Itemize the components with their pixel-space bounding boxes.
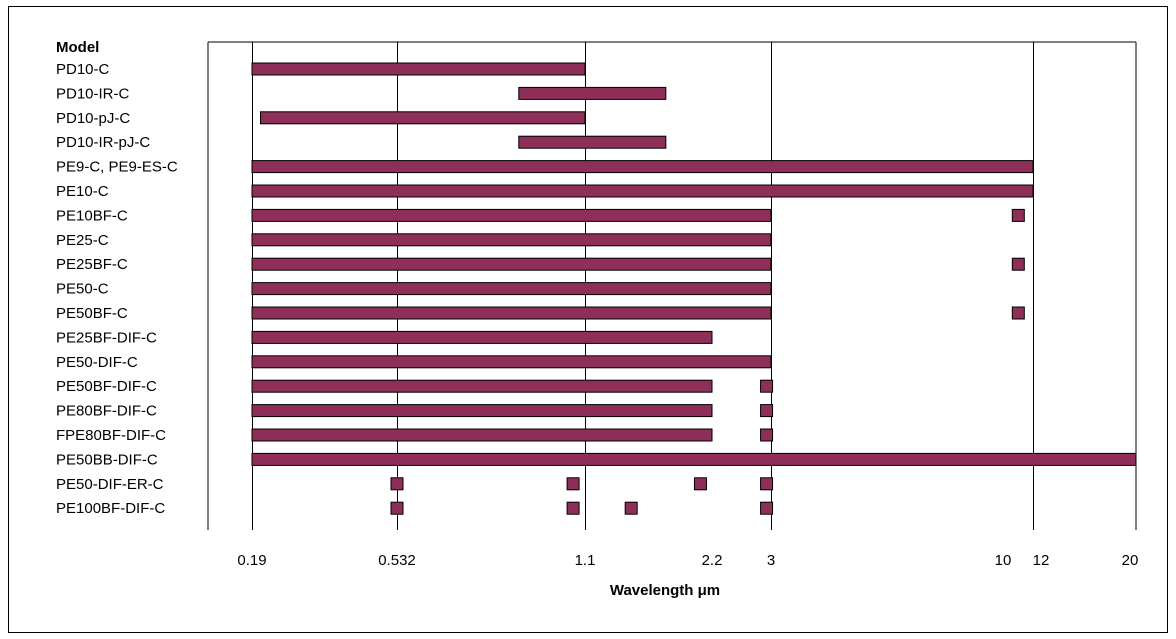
model-label: PE100BF-DIF-C: [56, 500, 165, 517]
model-label: PD10-IR-pJ-C: [56, 134, 150, 151]
model-label: PE50-DIF-C: [56, 354, 138, 371]
range-bar: [251, 257, 772, 271]
point-marker: [760, 404, 774, 418]
model-header: Model: [56, 39, 99, 56]
model-label: PE25-C: [56, 232, 109, 249]
x-tick-label: 12: [1033, 552, 1050, 569]
range-bar: [251, 184, 1034, 198]
point-marker: [566, 501, 580, 515]
x-tick-label: 20: [1122, 552, 1139, 569]
range-bar: [251, 208, 772, 222]
x-tick-label: 0.532: [378, 552, 416, 569]
range-bar: [251, 160, 1034, 174]
range-bar: [251, 452, 1137, 466]
model-label: PE50-C: [56, 281, 109, 298]
range-bar: [251, 379, 713, 393]
range-bar: [251, 233, 772, 247]
plot-area: [207, 41, 1137, 530]
x-axis-title: Wavelength μm: [610, 582, 720, 599]
range-bar: [251, 428, 713, 442]
model-labels: PD10-C PD10-IR-C PD10-pJ-C PD10-IR-pJ-C PE9-…: [56, 61, 178, 517]
range-bar: [251, 330, 713, 344]
model-label: PE25BF-C: [56, 256, 128, 273]
model-label: PE50BF-DIF-C: [56, 378, 157, 395]
model-label: PE50-DIF-ER-C: [56, 476, 164, 493]
point-marker: [693, 477, 707, 491]
range-bar: [251, 355, 772, 369]
point-marker: [760, 501, 774, 515]
point-marker: [624, 501, 638, 515]
model-label: PE9-C, PE9-ES-C: [56, 159, 178, 176]
model-label: PD10-IR-C: [56, 85, 130, 102]
x-tick-label: 10: [995, 552, 1012, 569]
range-bar: [518, 135, 667, 149]
point-marker: [390, 501, 404, 515]
point-marker: [1011, 306, 1025, 320]
model-label: PE50BF-C: [56, 305, 128, 322]
model-label: PD10-C: [56, 61, 110, 78]
x-tick-label: 1.1: [575, 552, 596, 569]
range-bar: [251, 404, 713, 418]
bars-layer: [251, 62, 1137, 515]
point-marker: [760, 428, 774, 442]
x-tick-labels: 0.19 0.532 1.1 2.2 3 10 12 20: [237, 552, 1138, 569]
model-label: PE10BF-C: [56, 207, 128, 224]
range-bar: [251, 306, 772, 320]
model-label: PD10-pJ-C: [56, 110, 130, 127]
point-marker: [1011, 257, 1025, 271]
model-label: PE10-C: [56, 183, 109, 200]
range-bar: [251, 282, 772, 296]
x-tick-label: 3: [767, 552, 775, 569]
range-bar: [251, 62, 586, 76]
model-label: PE50BB-DIF-C: [56, 451, 158, 468]
point-marker: [390, 477, 404, 491]
range-bar: [259, 111, 586, 125]
point-marker: [566, 477, 580, 491]
range-bar: [518, 86, 667, 100]
x-tick-label: 0.19: [237, 552, 266, 569]
model-label: PE80BF-DIF-C: [56, 403, 157, 420]
x-tick-label: 2.2: [702, 552, 723, 569]
model-label: PE25BF-DIF-C: [56, 329, 157, 346]
model-label: FPE80BF-DIF-C: [56, 427, 166, 444]
point-marker: [760, 477, 774, 491]
point-marker: [760, 379, 774, 393]
point-marker: [1011, 208, 1025, 222]
